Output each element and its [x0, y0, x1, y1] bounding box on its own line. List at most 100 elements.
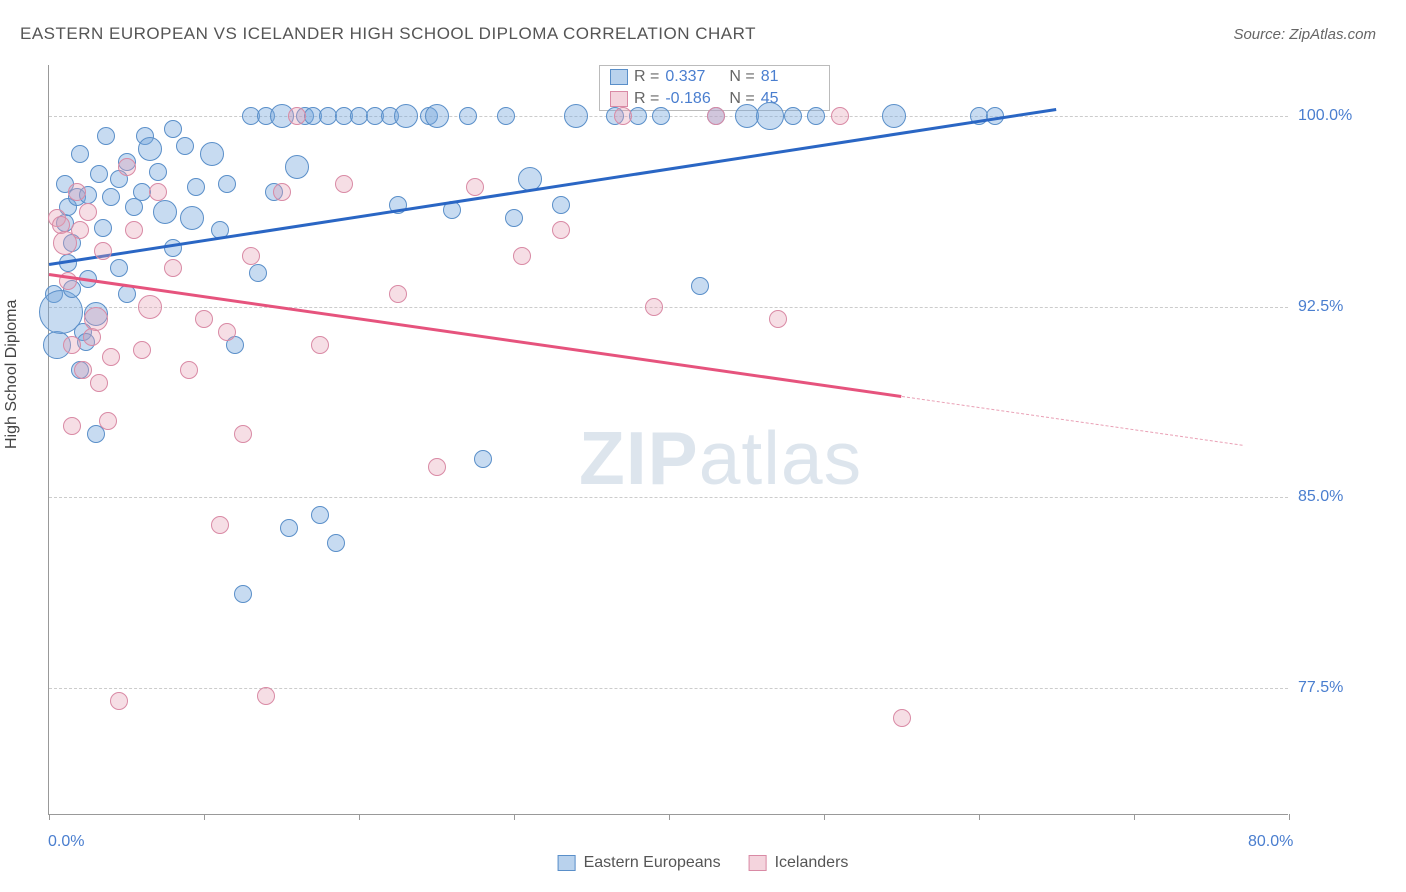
data-point: [474, 450, 492, 468]
data-point: [285, 155, 309, 179]
data-point: [234, 585, 252, 603]
n-value: 81: [761, 68, 819, 86]
data-point: [425, 104, 449, 128]
data-point: [564, 104, 588, 128]
y-tick-label: 92.5%: [1298, 298, 1378, 316]
data-point: [273, 183, 291, 201]
data-point: [497, 107, 515, 125]
data-point: [242, 247, 260, 265]
data-point: [138, 295, 162, 319]
data-point: [327, 534, 345, 552]
data-point: [893, 709, 911, 727]
x-tick-label: 80.0%: [1248, 833, 1293, 851]
data-point: [428, 458, 446, 476]
legend-swatch: [749, 855, 767, 871]
data-point: [218, 323, 236, 341]
trend-line: [49, 273, 902, 398]
x-tick: [979, 814, 980, 820]
data-point: [769, 310, 787, 328]
legend-item: Eastern Europeans: [558, 854, 721, 872]
watermark-bold: ZIP: [579, 416, 699, 500]
data-point: [84, 307, 108, 331]
data-point: [133, 341, 151, 359]
data-point: [79, 203, 97, 221]
data-point: [149, 183, 167, 201]
data-point: [211, 516, 229, 534]
data-point: [288, 107, 306, 125]
source-attribution: Source: ZipAtlas.com: [1233, 26, 1376, 43]
scatter-plot-area: ZIPatlas R = 0.337N = 81R = -0.186N = 45…: [48, 65, 1288, 815]
data-point: [645, 298, 663, 316]
data-point: [466, 178, 484, 196]
watermark: ZIPatlas: [579, 415, 862, 501]
x-tick-label: 0.0%: [48, 833, 84, 851]
y-axis-label: High School Diploma: [3, 300, 21, 449]
data-point: [99, 412, 117, 430]
r-value: -0.186: [665, 90, 723, 108]
gridline: [49, 688, 1288, 689]
x-tick: [49, 814, 50, 820]
data-point: [94, 219, 112, 237]
data-point: [756, 102, 784, 130]
stats-swatch: [610, 69, 628, 85]
data-point: [218, 175, 236, 193]
data-point: [707, 107, 725, 125]
data-point: [153, 200, 177, 224]
data-point: [394, 104, 418, 128]
stats-swatch: [610, 91, 628, 107]
data-point: [280, 519, 298, 537]
data-point: [311, 336, 329, 354]
data-point: [74, 361, 92, 379]
trend-line-dashed: [901, 396, 1242, 446]
x-tick: [359, 814, 360, 820]
y-tick-label: 100.0%: [1298, 107, 1378, 125]
r-value: 0.337: [665, 68, 723, 86]
data-point: [234, 425, 252, 443]
data-point: [784, 107, 802, 125]
data-point: [882, 104, 906, 128]
data-point: [164, 239, 182, 257]
data-point: [505, 209, 523, 227]
r-label: R =: [634, 68, 659, 86]
data-point: [102, 188, 120, 206]
y-tick-label: 85.0%: [1298, 488, 1378, 506]
gridline: [49, 497, 1288, 498]
x-tick: [824, 814, 825, 820]
legend-label: Eastern Europeans: [584, 854, 721, 872]
data-point: [90, 165, 108, 183]
data-point: [691, 277, 709, 295]
data-point: [110, 692, 128, 710]
x-tick: [514, 814, 515, 820]
data-point: [200, 142, 224, 166]
y-tick-label: 77.5%: [1298, 679, 1378, 697]
data-point: [63, 417, 81, 435]
watermark-rest: atlas: [699, 416, 862, 500]
x-tick: [1134, 814, 1135, 820]
x-tick: [1289, 814, 1290, 820]
data-point: [187, 178, 205, 196]
legend-label: Icelanders: [775, 854, 849, 872]
data-point: [652, 107, 670, 125]
data-point: [311, 506, 329, 524]
data-point: [71, 145, 89, 163]
data-point: [459, 107, 477, 125]
data-point: [125, 221, 143, 239]
data-point: [389, 285, 407, 303]
data-point: [94, 242, 112, 260]
data-point: [164, 120, 182, 138]
stats-row: R = 0.337N = 81: [600, 66, 829, 88]
legend: Eastern Europeans Icelanders: [558, 854, 849, 872]
chart-title: EASTERN EUROPEAN VS ICELANDER HIGH SCHOO…: [20, 24, 756, 44]
data-point: [831, 107, 849, 125]
stats-box: R = 0.337N = 81R = -0.186N = 45: [599, 65, 830, 111]
legend-swatch: [558, 855, 576, 871]
data-point: [552, 221, 570, 239]
data-point: [102, 348, 120, 366]
data-point: [335, 175, 353, 193]
data-point: [164, 259, 182, 277]
data-point: [149, 163, 167, 181]
x-tick: [204, 814, 205, 820]
data-point: [552, 196, 570, 214]
data-point: [68, 183, 86, 201]
data-point: [614, 107, 632, 125]
